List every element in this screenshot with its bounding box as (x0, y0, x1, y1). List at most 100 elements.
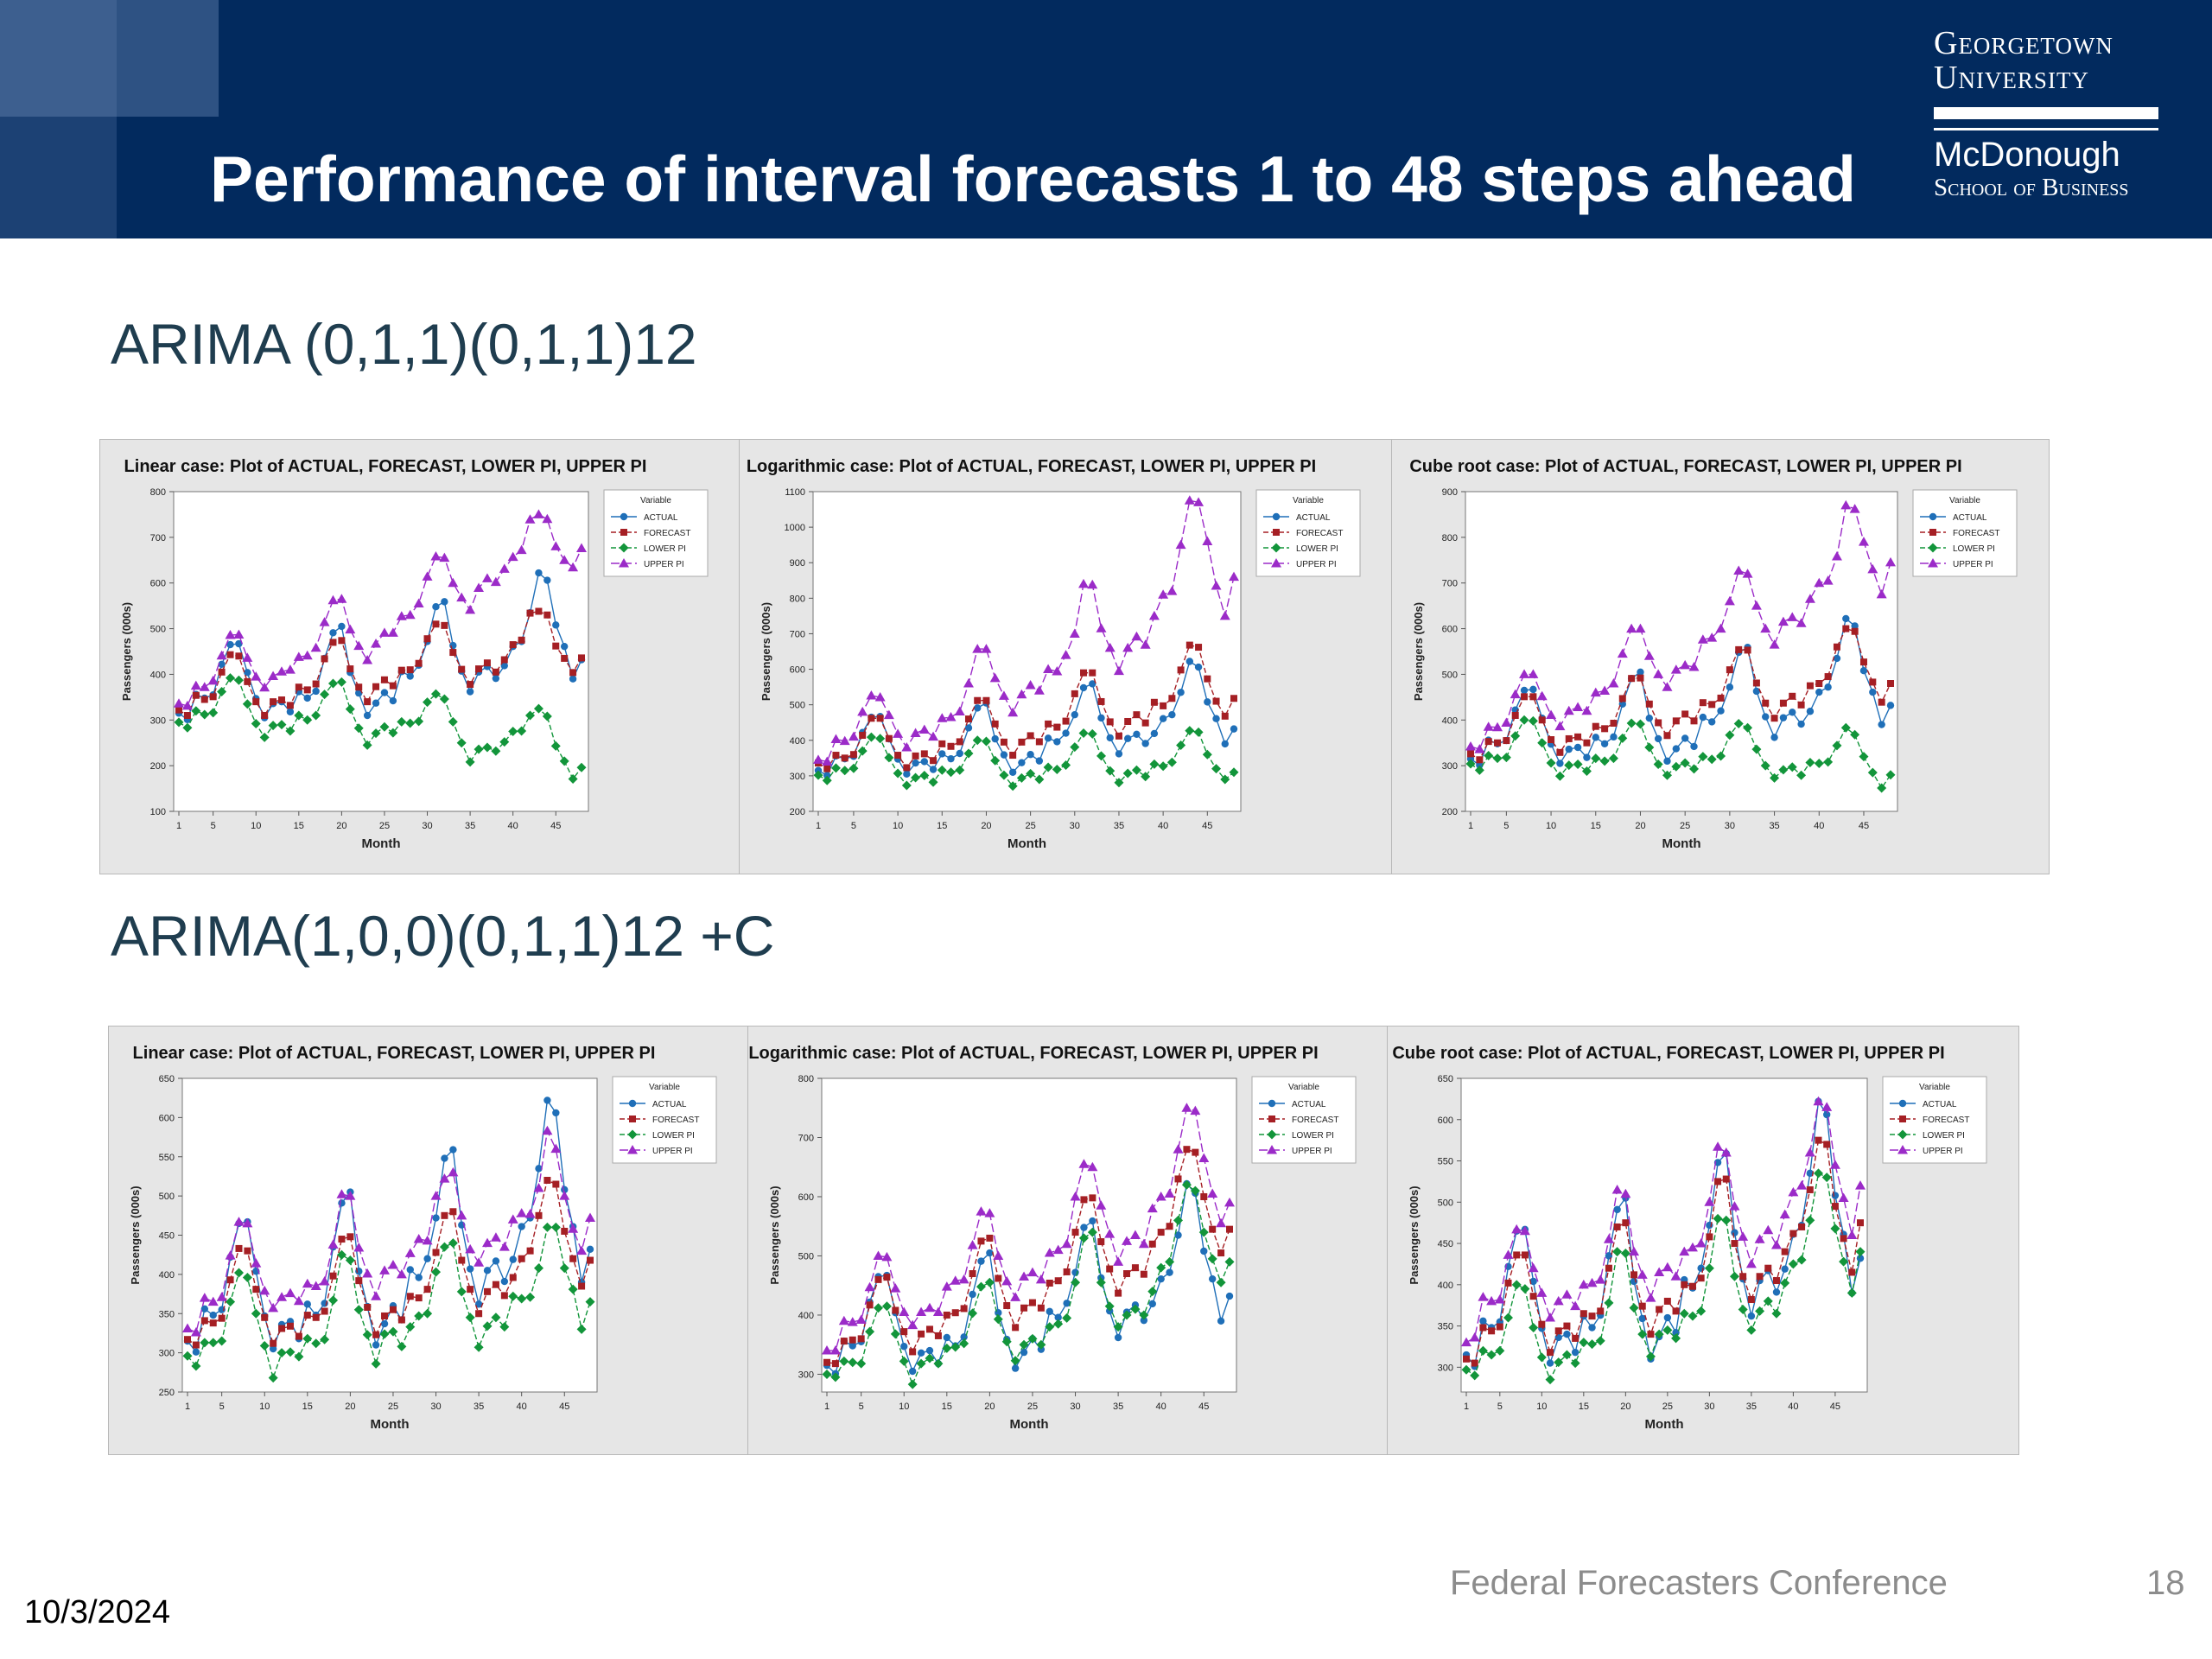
data-point (1181, 1103, 1192, 1112)
data-point (1814, 759, 1824, 768)
data-point (1797, 701, 1805, 709)
data-point (1859, 658, 1867, 666)
data-point (406, 666, 414, 674)
data-point (1815, 1136, 1822, 1144)
data-point (918, 724, 930, 734)
legend-marker (619, 558, 629, 568)
y-axis-label: Passengers (000s) (760, 602, 772, 701)
data-point (1618, 695, 1626, 702)
data-point (1113, 1322, 1123, 1332)
data-point (1150, 698, 1158, 706)
data-point (1752, 687, 1761, 696)
data-point (371, 1358, 381, 1369)
legend-marker (1928, 558, 1938, 568)
data-point (1763, 1296, 1773, 1306)
data-point (1053, 1319, 1064, 1329)
data-point (270, 698, 277, 706)
data-point (1590, 687, 1601, 697)
data-point (1037, 1304, 1045, 1312)
x-tick-label: 5 (1503, 821, 1509, 831)
data-point (1045, 720, 1052, 728)
data-point (866, 732, 876, 742)
y-tick-label: 300 (798, 1370, 814, 1380)
data-point (329, 629, 337, 637)
data-point (1611, 1184, 1623, 1194)
data-point (1105, 766, 1116, 776)
data-point (1070, 742, 1080, 753)
data-point (276, 1292, 288, 1301)
y-tick-label: 550 (159, 1153, 175, 1163)
data-point (1729, 1201, 1740, 1211)
data-point (252, 698, 260, 706)
data-point (1733, 719, 1744, 729)
data-point (372, 1331, 380, 1338)
data-point (857, 1335, 865, 1343)
data-point (252, 1286, 260, 1294)
legend-marker (627, 1145, 638, 1154)
data-point (226, 640, 234, 649)
data-point (413, 1234, 424, 1243)
data-point (1016, 772, 1027, 783)
data-point (371, 639, 382, 648)
x-tick-label: 1 (1468, 821, 1473, 831)
chart-panel: Linear case: Plot of ACTUAL, FORECAST, L… (108, 1026, 749, 1455)
data-point (456, 1287, 467, 1297)
data-point (338, 1199, 346, 1207)
data-point (518, 636, 525, 644)
data-point (1698, 752, 1708, 762)
plot-area (1460, 1077, 1868, 1393)
data-point (894, 752, 902, 760)
data-point (261, 1313, 269, 1321)
series-line (1465, 1172, 1861, 1382)
data-point (1216, 1217, 1227, 1228)
chart-panel: Cube root case: Plot of ACTUAL, FORECAST… (1391, 439, 2050, 874)
data-point (1595, 1274, 1606, 1284)
data-point (543, 1176, 551, 1184)
data-point (1579, 1338, 1589, 1348)
data-point (1147, 1203, 1158, 1213)
data-point (587, 1256, 594, 1264)
x-tick-label: 20 (981, 821, 991, 831)
data-point (1779, 714, 1788, 721)
data-point (946, 767, 957, 778)
data-point (517, 726, 527, 736)
data-point (218, 660, 226, 668)
data-point (1645, 700, 1653, 708)
data-point (1806, 1185, 1814, 1193)
data-point (1052, 764, 1062, 774)
chart-title: Cube root case: Plot of ACTUAL, FORECAST… (1392, 1044, 1944, 1063)
data-point (1193, 497, 1205, 506)
data-point (362, 1330, 372, 1340)
data-point (823, 1358, 830, 1366)
data-point (1771, 1308, 1782, 1319)
data-point (1476, 756, 1484, 764)
data-point (1638, 1314, 1646, 1323)
data-point (1148, 610, 1160, 620)
x-tick-label: 1 (1464, 1402, 1469, 1412)
data-point (1200, 1192, 1208, 1200)
data-point (458, 1256, 466, 1264)
x-tick-label: 45 (1859, 821, 1869, 831)
data-point (956, 738, 963, 746)
data-point (1781, 1248, 1789, 1255)
data-point (423, 1308, 433, 1319)
data-point (327, 594, 339, 605)
data-point (1536, 690, 1548, 701)
data-point (456, 592, 467, 602)
y-tick-label: 600 (1442, 625, 1458, 635)
data-point (286, 708, 295, 715)
x-tick-label: 15 (1579, 1402, 1589, 1412)
data-point (1612, 1247, 1623, 1257)
x-axis-label: Month (1007, 836, 1046, 851)
data-point (1062, 717, 1070, 725)
data-point (381, 1312, 389, 1319)
data-point (432, 1214, 440, 1222)
data-point (397, 716, 407, 727)
data-point (209, 1319, 217, 1327)
x-tick-label: 1 (176, 821, 181, 831)
data-point (1663, 1297, 1671, 1305)
data-point (1204, 675, 1211, 683)
data-point (1071, 710, 1078, 719)
data-point (336, 594, 347, 603)
data-point (1770, 1239, 1782, 1249)
